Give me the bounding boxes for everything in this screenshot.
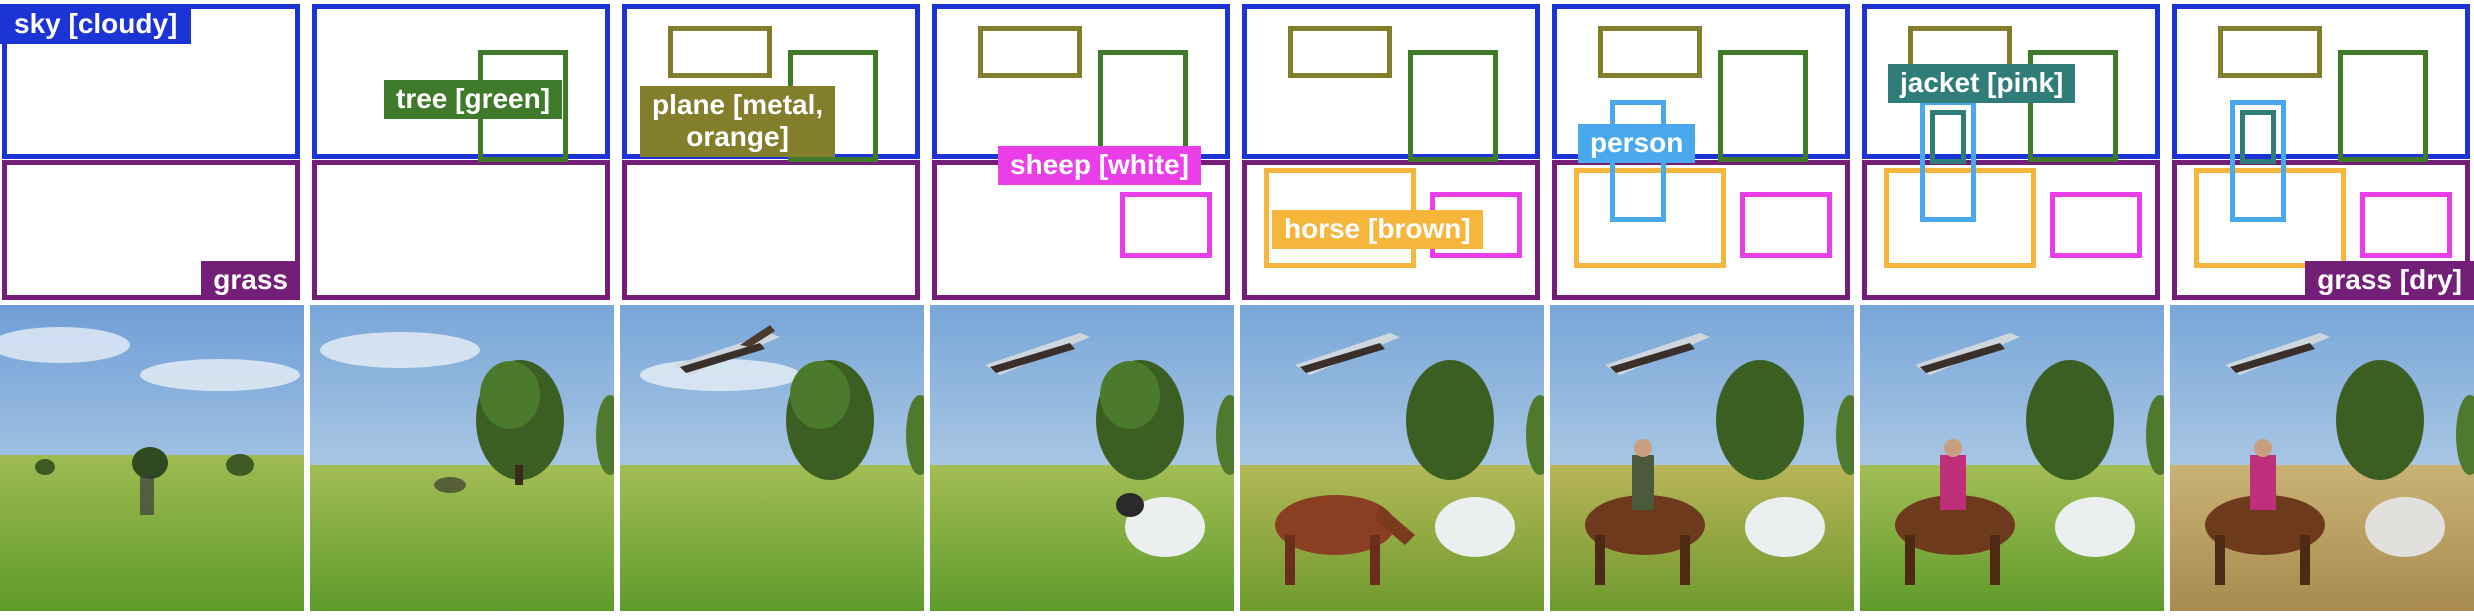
generated-image-7	[1860, 305, 2164, 611]
frame-6: person	[1550, 0, 1854, 616]
frame-7: jacket [pink]	[1860, 0, 2164, 616]
layout-map-1: sky [cloudy] grass	[0, 0, 304, 300]
label-sheep: sheep [white]	[998, 146, 1201, 185]
box-plane	[2218, 26, 2322, 78]
box-grass	[1862, 160, 2160, 300]
label-horse: horse [brown]	[1272, 210, 1483, 249]
box-plane	[668, 26, 772, 78]
generated-image-6	[1550, 305, 1854, 611]
generated-image-1	[0, 305, 304, 611]
box-plane	[978, 26, 1082, 78]
box-sheep	[2050, 192, 2142, 258]
generated-image-5	[1240, 305, 1544, 611]
box-horse	[1884, 168, 2036, 268]
layout-map-4: sheep [white]	[930, 0, 1234, 300]
box-grass	[1552, 160, 1850, 300]
box-horse	[1574, 168, 1726, 268]
generated-image-8	[2170, 305, 2474, 611]
box-sheep	[1740, 192, 1832, 258]
box-sky	[1862, 4, 2160, 159]
box-grass	[312, 160, 610, 300]
box-grass	[2, 160, 300, 300]
layout-map-2: tree [green]	[310, 0, 614, 300]
layout-map-5: horse [brown]	[1240, 0, 1544, 300]
box-sheep	[2360, 192, 2452, 258]
box-jacket	[2240, 110, 2276, 164]
generated-image-4	[930, 305, 1234, 611]
label-tree: tree [green]	[384, 80, 563, 119]
label-sky: sky [cloudy]	[0, 4, 192, 44]
box-grass	[1242, 160, 1540, 300]
layout-map-8: grass [dry]	[2170, 0, 2474, 300]
layout-map-7: jacket [pink]	[1860, 0, 2164, 300]
box-tree	[1408, 50, 1498, 162]
layout-map-3: plane [metal, orange]	[620, 0, 924, 300]
generated-image-3	[620, 305, 924, 611]
box-plane	[1598, 26, 1702, 78]
box-tree	[1718, 50, 1808, 162]
box-tree	[2028, 50, 2118, 162]
frame-3: plane [metal, orange]	[620, 0, 924, 616]
box-person	[2230, 100, 2286, 222]
label-person: person	[1578, 124, 1696, 163]
frame-8: grass [dry]	[2170, 0, 2474, 616]
label-plane: plane [metal, orange]	[640, 86, 836, 157]
frame-4: sheep [white]	[930, 0, 1234, 616]
frame-5: horse [brown]	[1240, 0, 1544, 616]
box-sky	[1552, 4, 1850, 159]
frame-1: sky [cloudy] grass	[0, 0, 304, 616]
label-jacket: jacket [pink]	[1888, 64, 2076, 103]
box-jacket	[1930, 110, 1966, 164]
box-grass	[622, 160, 920, 300]
layout-map-6: person	[1550, 0, 1854, 300]
box-sky	[1242, 4, 1540, 159]
label-grass: grass	[201, 261, 300, 300]
generated-image-2	[310, 305, 614, 611]
label-grass-dry: grass [dry]	[2305, 261, 2474, 300]
frame-2: tree [green]	[310, 0, 614, 616]
box-tree	[2338, 50, 2428, 162]
box-horse	[2194, 168, 2346, 268]
box-sky	[2172, 4, 2470, 159]
box-plane	[1288, 26, 1392, 78]
box-sky	[312, 4, 610, 159]
box-sheep	[1120, 192, 1212, 258]
